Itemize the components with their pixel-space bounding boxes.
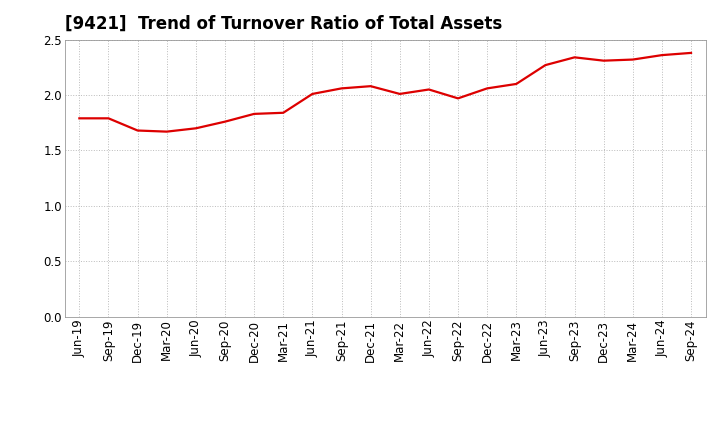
Text: [9421]  Trend of Turnover Ratio of Total Assets: [9421] Trend of Turnover Ratio of Total … <box>65 15 502 33</box>
